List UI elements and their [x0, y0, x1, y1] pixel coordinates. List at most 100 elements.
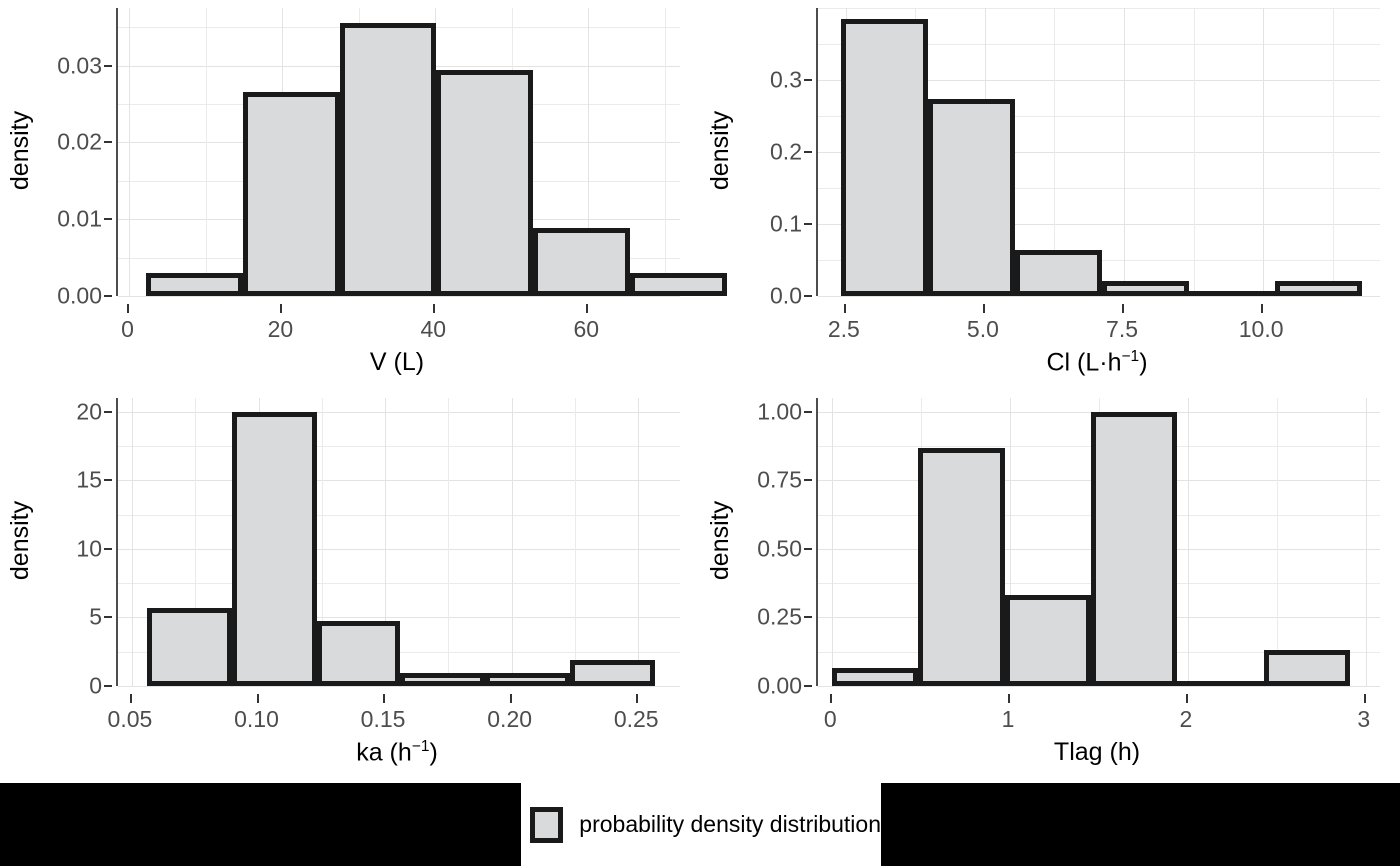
y-axis-ticks: 0.0 0.1 0.2 0.3 [734, 8, 812, 309]
y-tick-label: 0.01 [57, 205, 102, 232]
x-tick-label: 0.20 [487, 706, 533, 732]
y-tick-mark [104, 410, 112, 413]
y-tick-label: 0.00 [57, 282, 102, 309]
gridline-vertical [385, 398, 387, 686]
x-tick-mark [636, 694, 639, 703]
x-tick-label: 0.10 [234, 706, 279, 732]
gridline-horizontal [818, 116, 1380, 117]
gridline-vertical [1054, 8, 1056, 296]
gridline-horizontal [818, 686, 1380, 687]
x-tick-mark [586, 304, 589, 313]
y-tick-mark [104, 685, 112, 687]
x-tick-label: 5.0 [966, 316, 999, 342]
gridline-horizontal [818, 188, 1380, 189]
gridline-vertical [1187, 398, 1189, 686]
y-tick-label: 0.25 [757, 603, 802, 630]
gridline-horizontal [118, 296, 680, 297]
histogram-bar [569, 659, 655, 686]
x-tick-mark [1185, 694, 1188, 703]
y-tick-label: 0.03 [57, 52, 102, 79]
y-tick-label: 1.00 [757, 398, 802, 425]
y-tick-label: 0 [89, 672, 102, 699]
x-axis-title: V (L) [369, 348, 425, 376]
y-tick-mark [104, 616, 112, 619]
legend-label: probability density distribution [579, 811, 881, 837]
x-tick-label: 3 [1357, 706, 1371, 732]
x-tick-label: 0.25 [613, 706, 659, 732]
gridline-horizontal [118, 583, 680, 585]
y-tick-label: 0.0 [770, 282, 802, 309]
y-tick-mark [104, 218, 112, 221]
x-tick-mark [280, 304, 283, 313]
histogram-bar [436, 70, 534, 296]
gridline-vertical [1276, 398, 1278, 686]
y-tick-mark [804, 295, 812, 297]
gridline-vertical [1332, 8, 1334, 296]
y-axis-title: density [6, 110, 35, 190]
y-tick-label: 0.1 [770, 210, 802, 237]
gridline-vertical [1263, 8, 1265, 296]
plot-area [816, 8, 1380, 297]
x-tick-label: 7.5 [1106, 316, 1139, 342]
gridline-vertical [1193, 8, 1195, 296]
y-tick-mark [104, 295, 112, 297]
legend: probability density distribution [521, 783, 881, 866]
y-axis-ticks: 0 5 10 15 20 [34, 398, 112, 699]
panel-v: density 0.00 0.01 0.02 0.03 0 20 40 60 V (L) [0, 0, 727, 390]
gridline-horizontal [118, 446, 680, 447]
x-tick-label: 2 [1179, 706, 1193, 732]
y-tick-label: 15 [76, 466, 102, 493]
gridline-vertical [205, 8, 207, 296]
x-tick-mark [1261, 304, 1264, 313]
x-tick-label: 10.0 [1238, 316, 1284, 342]
gridline-horizontal [818, 224, 1380, 225]
x-tick-label: 1 [1001, 706, 1015, 732]
y-tick-label: 0.00 [757, 672, 802, 699]
y-axis-title: density [706, 500, 735, 580]
x-tick-mark [830, 694, 833, 703]
x-tick-mark [1363, 694, 1366, 703]
histogram-bar [1090, 411, 1178, 686]
histogram-bar [1263, 649, 1350, 686]
y-tick-mark [804, 79, 812, 81]
legend-key-swatch [530, 806, 564, 843]
histogram-bar [339, 23, 437, 296]
x-tick-mark [256, 694, 259, 703]
y-tick-mark [804, 685, 812, 687]
y-axis-ticks: 0.00 0.01 0.02 0.03 [34, 8, 112, 309]
panel-tlag: density 0.00 0.25 0.50 0.75 1.00 0 1 2 3 Tlag (… [700, 390, 1400, 783]
y-tick-mark [804, 479, 812, 482]
histogram-bar [629, 272, 727, 296]
x-axis-ticks: 0.05 0.10 0.15 0.20 0.25 [108, 694, 678, 734]
gridline-vertical [129, 8, 131, 296]
y-axis-title: density [706, 110, 735, 190]
y-tick-label: 0.75 [757, 466, 802, 493]
gridline-vertical [664, 8, 666, 296]
x-tick-mark [843, 304, 846, 313]
x-tick-label: 0 [121, 316, 134, 342]
x-tick-label: 2.5 [827, 316, 860, 342]
gridline-horizontal [118, 617, 680, 619]
x-tick-mark [1008, 694, 1011, 703]
histogram-bar [1004, 594, 1091, 686]
histogram-bar [841, 18, 929, 296]
x-tick-mark [129, 694, 132, 703]
panel-cl: density 0.0 0.1 0.2 0.3 2.5 5.0 7.5 10.0 Cl (L… [700, 0, 1400, 390]
histogram-bar [147, 607, 232, 686]
gridline-vertical [321, 398, 323, 686]
y-tick-mark [804, 616, 812, 619]
gridline-vertical [195, 398, 197, 686]
plot-area [816, 398, 1380, 687]
histogram-bar [1188, 291, 1276, 296]
histogram-bar [832, 667, 919, 686]
gridline-vertical [574, 398, 576, 686]
x-tick-label: 0.15 [360, 706, 406, 732]
histogram-bar [533, 228, 630, 296]
histogram-bar [243, 92, 340, 296]
x-tick-label: 0 [823, 706, 837, 732]
y-tick-label: 5 [89, 603, 102, 630]
x-tick-label: 60 [573, 316, 600, 342]
x-tick-mark [433, 304, 436, 313]
plot-area [116, 398, 680, 687]
x-axis-title: Cl (L·h−1) [1046, 348, 1148, 377]
